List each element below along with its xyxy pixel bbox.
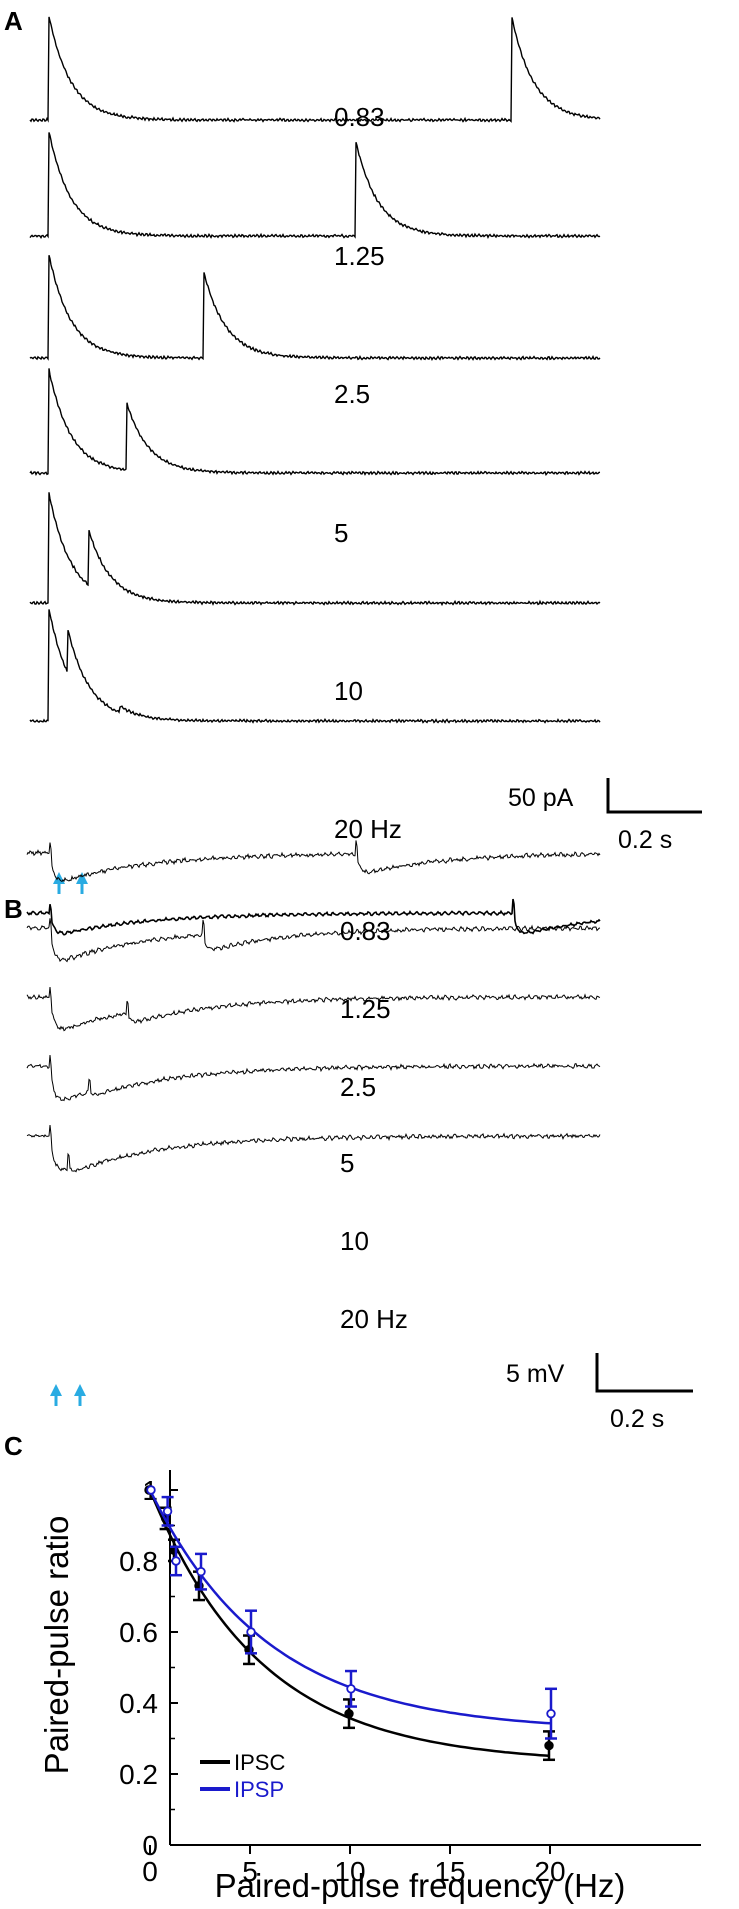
trace-a-label-5: 20 Hz xyxy=(334,814,402,844)
trace-b-label-0: 0.83 xyxy=(340,916,391,946)
panel-b-scale-bar xyxy=(595,1353,693,1393)
x-tick-label-2: 10 xyxy=(334,1856,365,1887)
panel-a-traces xyxy=(29,16,601,724)
legend-label-ipsc: IPSC xyxy=(234,1750,285,1775)
y-tick-label-0: 0 xyxy=(142,1830,158,1861)
panel-a-trace-2 xyxy=(29,255,601,361)
panel-b-traces xyxy=(26,840,601,1173)
panel-b-trace-3 xyxy=(26,987,601,1032)
data-point-ipsc-5 xyxy=(344,1708,354,1719)
legend-label-ipsp: IPSP xyxy=(234,1777,284,1802)
trace-b-label-3: 5 xyxy=(340,1148,354,1178)
panel-a-stimulus-arrow-2-icon xyxy=(76,872,88,894)
y-tick-label-2: 0.4 xyxy=(119,1688,158,1719)
panel-b-trace-2 xyxy=(26,918,601,963)
data-point-ipsp-6 xyxy=(546,1708,556,1719)
trace-b-label-2: 2.5 xyxy=(340,1072,376,1102)
panel-b-stimulus-arrow-1-icon xyxy=(50,1384,62,1406)
data-point-ipsc-6 xyxy=(544,1740,554,1751)
data-point-ipsp-1 xyxy=(162,1506,173,1516)
chart-legend: IPSC IPSP xyxy=(200,1750,285,1802)
panel-a-trace-3 xyxy=(29,368,601,477)
y-tick-label-4: 0.8 xyxy=(119,1546,158,1577)
trace-a-label-1: 1.25 xyxy=(334,241,385,271)
panel-a-scale-bar xyxy=(606,778,702,814)
panel-c-letter: C xyxy=(4,1431,23,1461)
panel-a-scale-y: 50 pA xyxy=(508,784,574,812)
panel-a-trace-0 xyxy=(29,16,601,123)
panel-a-trace-1 xyxy=(29,132,601,239)
chart-series xyxy=(144,1485,557,1762)
panel-b-stimulus-arrow-2-icon xyxy=(74,1384,86,1406)
trace-a-label-0: 0.83 xyxy=(334,102,385,132)
panel-a-trace-4 xyxy=(29,492,601,607)
trace-b-label-4: 10 xyxy=(340,1226,369,1256)
y-axis-title: Paired-pulse ratio xyxy=(38,1516,75,1775)
trace-b-label-1: 1.25 xyxy=(340,994,391,1024)
x-tick-label-0: 0 xyxy=(142,1856,158,1887)
panel-b-trace-0 xyxy=(26,898,601,936)
data-point-ipsp-4 xyxy=(246,1627,256,1637)
trace-b-label-5: 20 Hz xyxy=(340,1304,408,1334)
panel-b-trace-1 xyxy=(26,840,601,883)
data-point-ipsp-3 xyxy=(196,1566,206,1577)
trace-a-label-3: 5 xyxy=(334,518,348,548)
trace-a-label-4: 10 xyxy=(334,676,363,706)
panel-a-scale-x: 0.2 s xyxy=(618,826,672,854)
panel-a-trace-5 xyxy=(29,609,601,724)
data-point-ipsp-0 xyxy=(146,1485,156,1495)
x-tick-label-3: 15 xyxy=(434,1856,465,1887)
panel-b-trace-4 xyxy=(26,1054,601,1102)
y-tick-label-3: 0.6 xyxy=(119,1617,158,1648)
trace-a-label-2: 2.5 xyxy=(334,379,370,409)
panel-b-trace-5 xyxy=(26,1125,601,1173)
panel-b-letter: B xyxy=(4,894,23,924)
panel-b-scale-x: 0.2 s xyxy=(610,1405,664,1433)
data-point-ipsp-5 xyxy=(346,1684,356,1694)
x-axis-title: Paired-pulse frequency (Hz) xyxy=(215,1867,626,1904)
panel-b-scale-y: 5 mV xyxy=(506,1360,565,1388)
panel-a-letter: A xyxy=(4,6,23,36)
x-tick-label-4: 20 xyxy=(534,1856,565,1887)
data-point-ipsp-2 xyxy=(171,1556,181,1566)
x-tick-label-1: 5 xyxy=(242,1856,258,1887)
y-tick-label-1: 0.2 xyxy=(119,1759,158,1790)
